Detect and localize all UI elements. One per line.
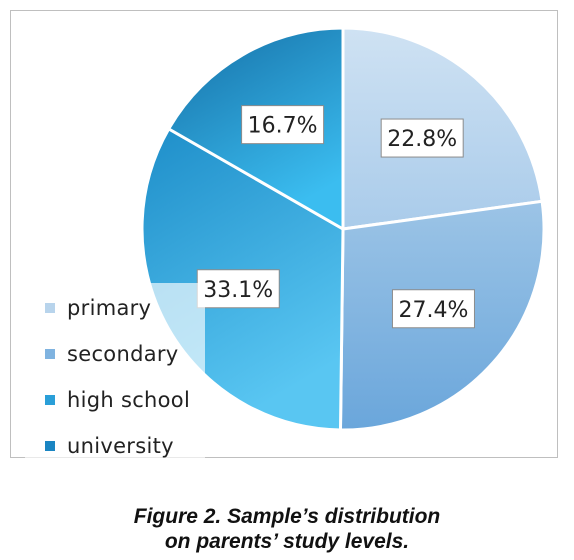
caption-line-1: Figure 2. Sample’s distribution [133, 505, 441, 528]
legend-label: secondary [67, 342, 179, 366]
legend-label: university [67, 434, 174, 458]
caption-line-2: on parents’ study levels. [164, 530, 410, 553]
legend-item-university: university [25, 423, 205, 469]
data-label-university: 16.7% [241, 105, 325, 145]
pie-chart: 22.8% 27.4% 33.1% 16.7% [140, 26, 546, 432]
data-label-text: 16.7% [248, 114, 318, 139]
legend-label: high school [67, 388, 191, 412]
data-label-text: 33.1% [203, 278, 273, 303]
figure-caption: Figure 2. Sample’s distribution on paren… [0, 504, 574, 554]
data-label-primary: 22.8% [380, 118, 464, 158]
data-label-text: 22.8% [387, 127, 457, 152]
data-label-box [380, 118, 464, 158]
data-label-high-school: 33.1% [196, 269, 280, 309]
data-label-secondary: 27.4% [391, 289, 475, 329]
legend-item-high-school: high school [25, 377, 205, 423]
legend-label: primary [67, 296, 152, 320]
legend-swatch [45, 303, 55, 313]
legend-swatch [45, 441, 55, 451]
legend: primary secondary high school university [25, 283, 205, 467]
data-label-text: 27.4% [399, 298, 469, 323]
legend-item-primary: primary [25, 285, 205, 331]
legend-swatch [45, 349, 55, 359]
data-label-box [241, 105, 325, 145]
data-label-box [391, 289, 475, 329]
legend-swatch [45, 395, 55, 405]
data-label-box [196, 269, 280, 309]
legend-item-secondary: secondary [25, 331, 205, 377]
chart-area: 22.8% 27.4% 33.1% 16.7% primary secondary h… [10, 10, 558, 467]
